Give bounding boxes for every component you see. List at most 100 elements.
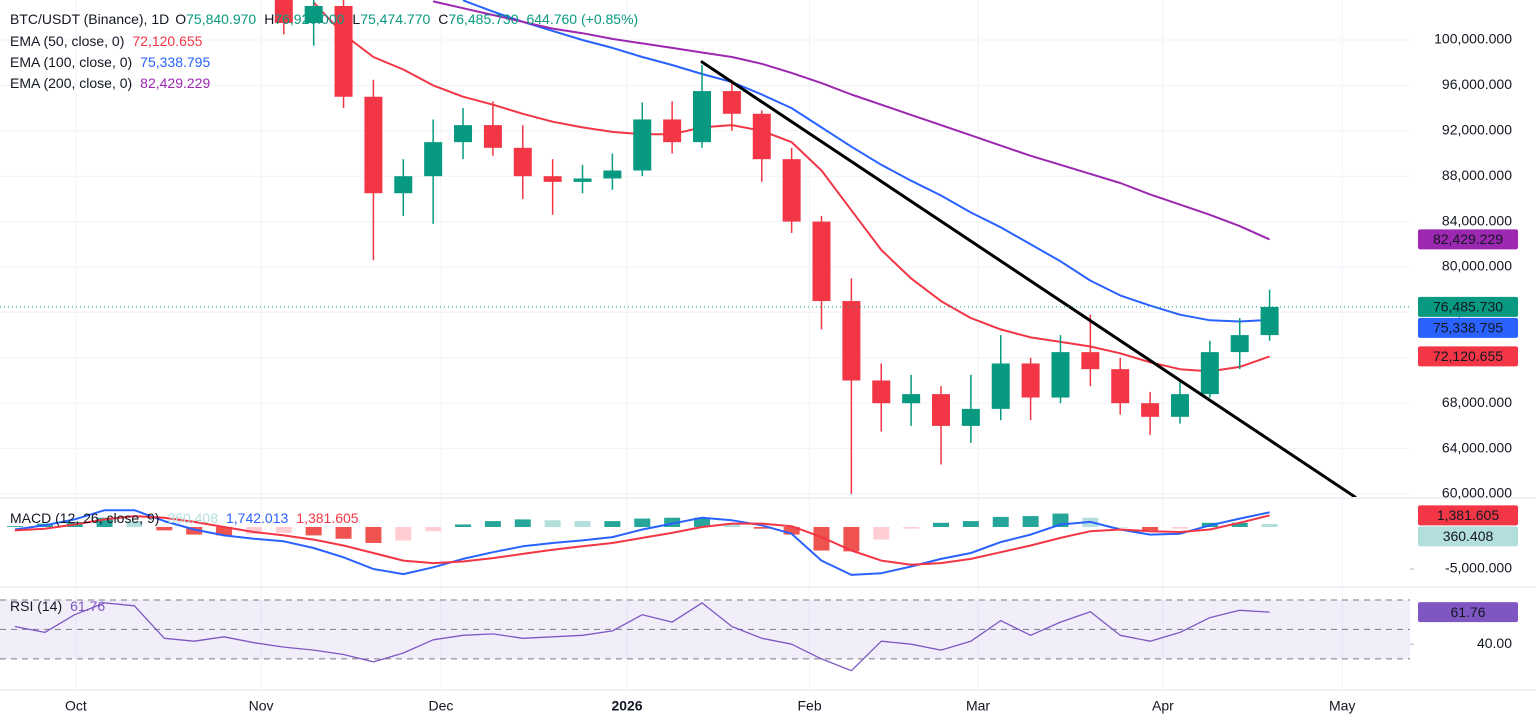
quote-value: 76,920.000 [274,11,344,27]
candle-body [1051,352,1070,398]
y-tick-label: 92,000.000 [1442,122,1512,138]
histogram-bar [783,526,800,535]
histogram-bar [932,522,949,527]
legend-line: EMA (200, close, 0) 82,429.229 [10,75,210,91]
histogram-bar [305,526,322,536]
histogram-bar [903,526,920,529]
candle-body [812,221,831,302]
histogram-bar [962,521,979,527]
candle-body [1141,403,1160,417]
histogram-bar [484,521,501,527]
histogram-bar [245,526,262,534]
pane [0,599,1410,672]
y-tick-label: 64,000.000 [1442,439,1512,455]
candle-body [543,176,562,182]
price-badge [1418,602,1518,623]
candle-body [1200,352,1219,395]
y-tick-label: 84,000.000 [1442,212,1512,228]
chart-title: BTC/USDT (Binance), 1D [10,11,169,27]
legend-value: 75,338.795 [140,54,210,70]
candle-body [573,178,592,182]
indicator-title: MACD (12, 26, close, 9) [10,510,159,526]
legend-value: 360.408 [167,510,218,526]
candle-body [872,380,891,404]
candle-body [722,91,741,114]
macd-line [14,509,1270,576]
candle-body [334,5,353,97]
histogram-bar [544,520,561,527]
candle-body [364,96,383,194]
ema-line [312,1,1270,373]
y-tick-label: 60,000.000 [1442,485,1512,501]
x-tick-label: May [1329,698,1355,714]
rsi-line [14,602,1270,672]
histogram-bar [664,517,681,527]
price-badge-label: 76,485.730 [1433,299,1503,315]
macd-line [14,514,1270,566]
legend-value: 82,429.229 [140,75,210,91]
histogram-bar [1112,526,1129,528]
histogram-bar [694,517,711,527]
quote-key: C [438,11,448,27]
legend-name: EMA (50, close, 0) [10,33,124,49]
quote-value: 75,840.970 [186,11,256,27]
y-tick-label: 80,000.000 [1442,258,1512,274]
quote-value: 76,485.730 [448,11,518,27]
candle-body [693,91,712,143]
legend-line: RSI (14) 61.76 [10,598,105,614]
x-tick-label: Feb [797,698,821,714]
candle-body [513,147,532,177]
y-tick-label: 88,000.000 [1442,167,1512,183]
histogram-bar [216,526,233,536]
quote-key: H [264,11,274,27]
quote-key: O [175,11,186,27]
price-badge [1418,296,1518,317]
indicator-title: RSI (14) [10,598,62,614]
price-badge [1418,505,1518,526]
candle-body [483,125,502,148]
legend-line: BTC/USDT (Binance), 1D O75,840.970 H76,920… [10,11,638,27]
y-tick-label: 96,000.000 [1442,76,1512,92]
histogram-bar [365,526,382,543]
candle-body [454,125,473,143]
y-tick-label: 100,000.000 [1434,31,1512,47]
candle-body [394,176,413,194]
candle-body [902,394,921,404]
candle-body [931,394,950,426]
histogram-bar [873,526,890,540]
legend-line: MACD (12, 26, close, 9) 360.408 1,742.013 1… [10,510,359,526]
histogram-bar [843,526,860,552]
histogram-bar [1022,516,1039,527]
candle-body [424,142,443,177]
x-tick-label: Oct [65,698,87,714]
x-tick-label: Mar [966,698,990,714]
price-badge-label: 61.76 [1450,604,1485,620]
y-tick-label: 68,000.000 [1442,394,1512,410]
candle-body [1260,306,1279,336]
histogram-bar [634,518,651,527]
histogram-bar [455,524,472,527]
candle-body [633,119,652,171]
price-badge [1418,346,1518,367]
candle-body [1170,394,1189,417]
quote-change: 644.760 (+0.85%) [526,11,638,27]
x-tick-label: Nov [249,698,274,714]
ema-line [462,0,1270,323]
price-badge [1418,526,1518,547]
legend-line: EMA (100, close, 0) 75,338.795 [10,54,210,70]
histogram-bar [1261,523,1278,527]
price-badge-label: 360.408 [1443,528,1494,544]
candle-body [842,301,861,381]
histogram-bar [275,526,292,533]
histogram-bar [156,526,173,531]
histogram-bar [425,526,442,532]
pane [6,509,1278,576]
candle-body [1230,335,1249,353]
price-badge-label: 82,429.229 [1433,231,1503,247]
candle-body [663,119,682,143]
histogram-bar [992,516,1009,527]
candle-body [961,408,980,426]
candle-body [274,0,293,23]
